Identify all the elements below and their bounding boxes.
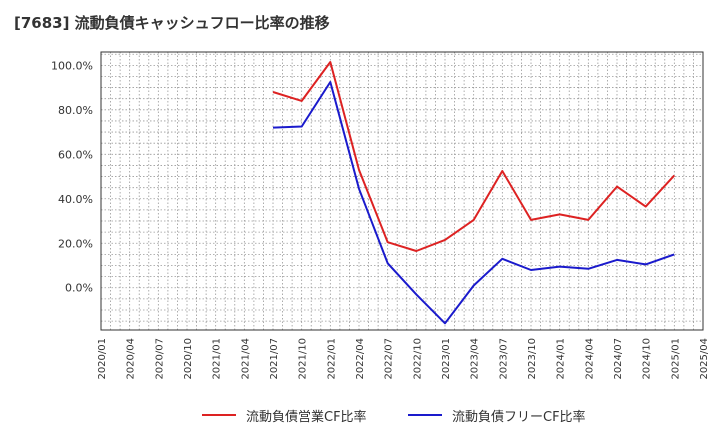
x-tick-label: 2022/04 — [355, 338, 366, 380]
legend-item-operating-cf: 流動負債営業CF比率 — [202, 404, 367, 426]
x-tick-label: 2021/10 — [298, 338, 309, 380]
legend-swatch-operating-cf — [202, 414, 236, 416]
x-tick-label: 2024/07 — [613, 338, 624, 380]
series-line-free-cf — [272, 81, 675, 325]
legend: 流動負債営業CF比率 流動負債フリーCF比率 — [0, 404, 720, 426]
x-tick-label: 2024/10 — [642, 338, 653, 380]
x-tick-label: 2025/01 — [670, 338, 681, 380]
x-tick-labels: 2020/01 2020/04 2020/07 2020/10 2021/01 2021/… — [97, 338, 710, 380]
grid-layer — [100, 52, 704, 330]
y-tick-label: 100.0% — [51, 59, 93, 72]
y-tick-label: 60.0% — [58, 148, 93, 161]
x-tick-label: 2022/01 — [326, 338, 337, 380]
x-tick-label: 2021/01 — [212, 338, 223, 380]
series-layer — [272, 61, 676, 325]
legend-swatch-free-cf — [408, 414, 442, 416]
legend-item-free-cf: 流動負債フリーCF比率 — [408, 404, 586, 426]
x-tick-label: 2022/10 — [412, 338, 423, 380]
y-tick-label: 20.0% — [58, 237, 93, 250]
x-tick-label: 2022/07 — [384, 338, 395, 380]
series-line-operating-cf — [272, 61, 676, 252]
legend-label-free-cf: 流動負債フリーCF比率 — [452, 409, 586, 425]
y-tick-label: 40.0% — [58, 193, 93, 206]
x-tick-label: 2020/01 — [97, 338, 108, 380]
x-tick-label: 2024/01 — [556, 338, 567, 380]
x-tick-label: 2023/07 — [498, 338, 509, 380]
axis-layer — [100, 51, 704, 331]
chart-title: [7683] 流動負債キャッシュフロー比率の推移 — [14, 14, 330, 32]
y-tick-label: 80.0% — [58, 104, 93, 117]
x-tick-label: 2023/04 — [470, 338, 481, 380]
x-tick-label: 2023/01 — [441, 338, 452, 380]
x-tick-label: 2020/10 — [183, 338, 194, 380]
legend-label-operating-cf: 流動負債営業CF比率 — [246, 409, 367, 425]
y-tick-labels: 100.0% 80.0% 60.0% 40.0% 20.0% 0.0% — [51, 59, 93, 294]
x-tick-label: 2024/04 — [584, 338, 595, 380]
x-tick-label: 2020/07 — [154, 338, 165, 380]
x-tick-label: 2020/04 — [126, 338, 137, 380]
x-tick-label: 2023/10 — [527, 338, 538, 380]
x-tick-label: 2021/07 — [269, 338, 280, 380]
y-tick-label: 0.0% — [65, 282, 93, 295]
plot-frame — [100, 51, 704, 331]
x-tick-label: 2021/04 — [240, 338, 251, 380]
x-tick-label: 2025/04 — [699, 338, 710, 380]
